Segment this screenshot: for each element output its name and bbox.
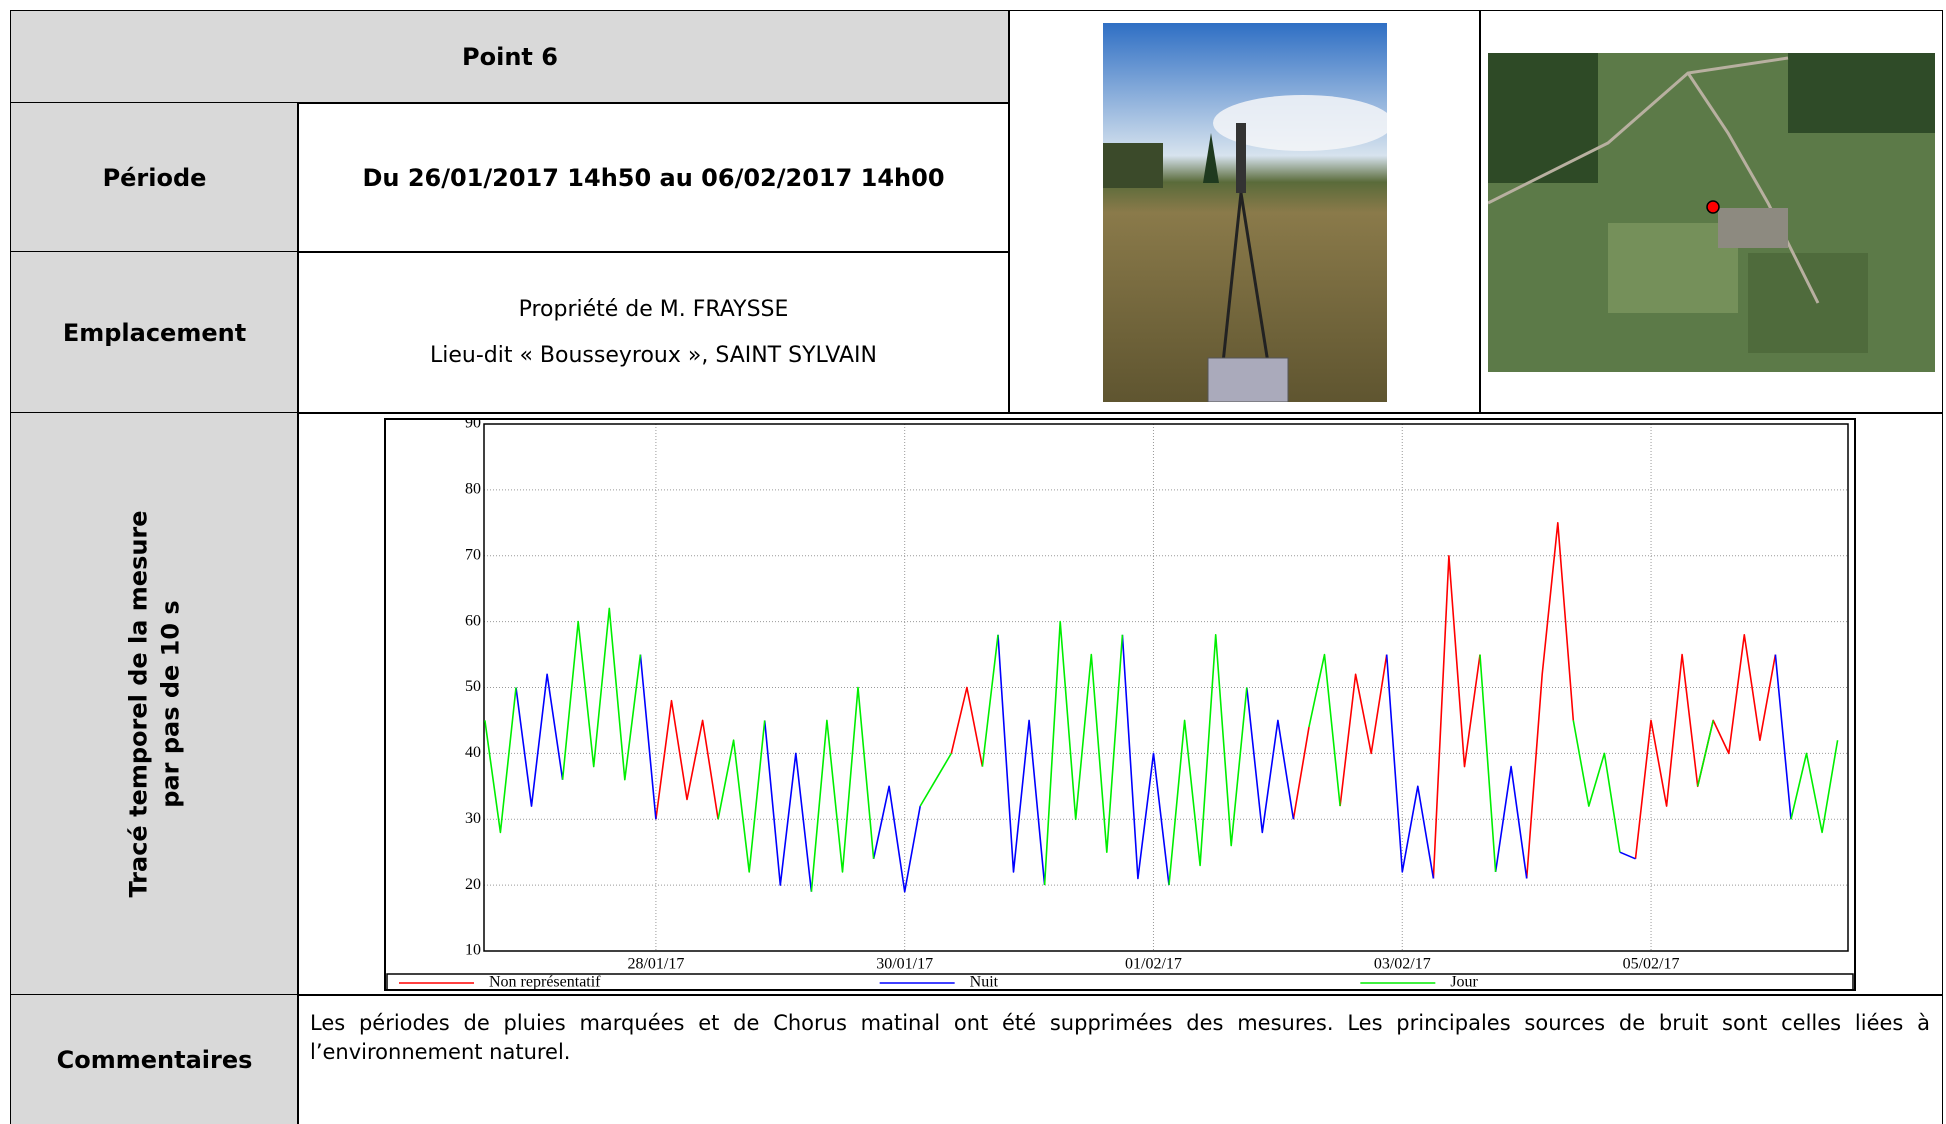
y-tick-label: 70 <box>465 546 481 563</box>
chart-frame <box>384 417 1856 991</box>
legend-label: Jour <box>1450 973 1478 990</box>
row-line: Propriété de M. FRAYSSE <box>518 296 789 322</box>
title-cell: Point 6 <box>10 10 1010 104</box>
x-tick-label: 28/01/17 <box>627 955 684 972</box>
value-cell: Propriété de M. FRAYSSE Lieu-dit « Bouss… <box>297 251 1010 414</box>
y-tick-label: 50 <box>465 678 481 695</box>
rotated-label: Tracé temporel de la mesure par pas de 1… <box>123 510 187 897</box>
x-tick-label: 30/01/17 <box>876 955 933 972</box>
x-tick-label: 01/02/17 <box>1125 955 1182 972</box>
site-photo <box>1102 22 1387 402</box>
series-line <box>515 634 1792 892</box>
map-cell <box>1479 10 1943 414</box>
x-tick-label: 03/02/17 <box>1374 955 1431 972</box>
series-line <box>655 521 1777 879</box>
row-value: Du 26/01/2017 14h50 au 06/02/2017 14h00 <box>362 163 945 192</box>
row-label: Emplacement <box>62 318 247 347</box>
chart-cell: 10 20 30 40 50 60 70 80 90 28/01/17 30/01/17 01/02/… <box>297 412 1943 996</box>
legend-label: Nuit <box>970 973 999 990</box>
row-line: Lieu-dit « Bousseyroux », SAINT SYLVAIN <box>429 342 877 368</box>
row-label: Période <box>102 163 207 192</box>
y-tick-label: 20 <box>465 875 481 892</box>
plot-frame <box>483 422 1849 952</box>
label-line: Tracé temporel de la mesure <box>124 510 153 898</box>
y-tick-label: 30 <box>465 809 481 826</box>
y-tick-label: 10 <box>465 941 481 958</box>
comments-cell: Les périodes de pluies marquées et de Ch… <box>297 994 1943 1124</box>
comments-label: Commentaires <box>56 1045 253 1074</box>
chart: 10 20 30 40 50 60 70 80 90 28/01/17 30/01/17 01/02/… <box>384 417 1856 991</box>
x-tick-label: 05/02/17 <box>1623 955 1680 972</box>
title: Point 6 <box>462 43 558 71</box>
aerial-photo <box>1487 52 1935 372</box>
comments-text: Les périodes de pluies marquées et de Ch… <box>310 1011 1930 1064</box>
value-cell: Du 26/01/2017 14h50 au 06/02/2017 14h00 <box>297 102 1010 253</box>
label-cell: Commentaires <box>10 994 299 1124</box>
series-line <box>484 607 1839 892</box>
y-tick-label: 40 <box>465 744 481 761</box>
label-cell: Tracé temporel de la mesure par pas de 1… <box>10 412 299 996</box>
label-cell: Période <box>10 102 299 253</box>
y-tick-label: 80 <box>465 480 481 497</box>
photo-cell <box>1008 10 1481 414</box>
label-cell: Emplacement <box>10 251 299 414</box>
y-tick-label: 60 <box>465 612 481 629</box>
label-line: par pas de 10 s <box>156 600 185 808</box>
y-tick-label: 90 <box>465 418 481 432</box>
legend-label: Non représentatif <box>489 973 601 990</box>
legend-box <box>386 972 1854 991</box>
